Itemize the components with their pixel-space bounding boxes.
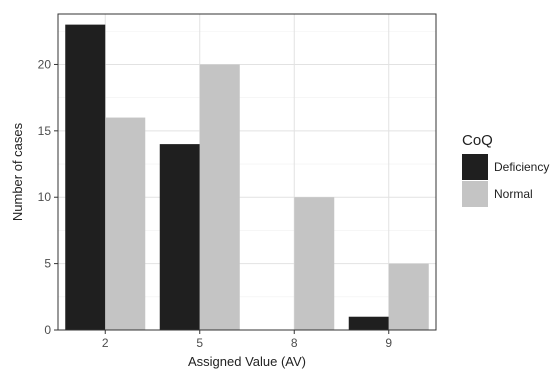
- y-axis-ticks: 0 5 10 15 20: [38, 57, 58, 337]
- y-tick-label: 20: [38, 57, 52, 71]
- bar-normal-5: [199, 64, 240, 330]
- bar-normal-9: [388, 263, 429, 330]
- plot-panel-border: [57, 13, 437, 331]
- bar-normal-8: [294, 197, 335, 330]
- y-tick-label: 5: [44, 257, 51, 271]
- bar-deficiency-2: [65, 24, 106, 330]
- legend-label-normal: Normal: [494, 187, 533, 201]
- x-tick-label: 8: [291, 336, 298, 350]
- y-tick-label: 0: [44, 323, 51, 337]
- bar-deficiency-9: [348, 316, 389, 330]
- legend-title: CoQ: [462, 132, 493, 149]
- y-axis-title: Number of cases: [10, 122, 25, 221]
- x-tick-label: 5: [196, 336, 203, 350]
- y-tick-label: 15: [38, 124, 52, 138]
- bar-deficiency-5: [159, 144, 200, 330]
- x-axis-title: Assigned Value (AV): [188, 354, 306, 369]
- y-tick-label: 10: [38, 190, 52, 204]
- legend-swatch-deficiency: [462, 154, 488, 180]
- legend-swatch-normal: [462, 181, 488, 207]
- bar-normal-2: [105, 117, 146, 331]
- bars: [65, 24, 429, 331]
- x-axis-ticks: 2 5 8 9: [102, 330, 392, 350]
- legend-label-deficiency: Deficiency: [494, 160, 549, 174]
- legend: CoQ Deficiency Normal: [462, 132, 549, 207]
- x-tick-label: 9: [385, 336, 392, 350]
- x-tick-label: 2: [102, 336, 109, 350]
